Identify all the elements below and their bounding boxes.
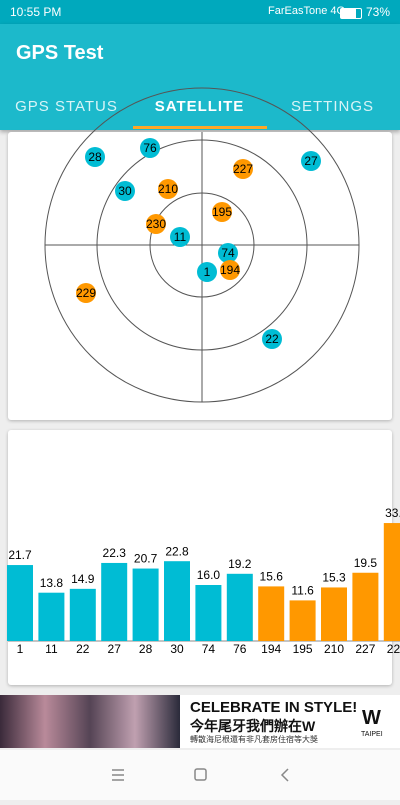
satellite-id: 22 (265, 332, 279, 346)
carrier: FarEasTone 4G (268, 5, 346, 17)
bar-value: 19.5 (354, 556, 378, 570)
bar-category: 76 (233, 642, 247, 656)
nav-bar (0, 750, 400, 800)
signal-bar (289, 600, 316, 641)
ad-subline: 今年尾牙我們辦在W (190, 718, 316, 734)
satellite-dot (197, 262, 217, 282)
signal-bar (164, 561, 190, 641)
satellite-dot (115, 181, 135, 201)
signal-bar (383, 523, 400, 641)
bar-value: 13.8 (40, 576, 64, 590)
signal-bar (195, 585, 222, 641)
bar-value: 22.8 (165, 544, 189, 558)
satellite-dot (262, 329, 282, 349)
satellite-id: 195 (212, 205, 232, 219)
bar-category: 30 (170, 642, 184, 656)
bar-category: 1 (17, 642, 24, 656)
satellite-id: 1 (204, 265, 211, 279)
time: 10:55 PM (10, 5, 62, 19)
satellite-dot (301, 151, 321, 171)
tab-indicator (133, 126, 267, 129)
bar-category: 28 (139, 642, 153, 656)
ad-small: 轉散海尼根還有非凡套房住宿等大獎 (190, 735, 318, 744)
satellite-dot (146, 214, 166, 234)
satellite-id: 74 (221, 246, 235, 260)
battery-icon (340, 8, 362, 19)
signal-card (8, 430, 392, 685)
bar-category: 194 (261, 642, 281, 656)
bar-category: 22 (76, 642, 90, 656)
satellite-id: 30 (118, 184, 132, 198)
bar-category: 11 (45, 642, 58, 656)
tab[interactable]: SETTINGS (290, 98, 374, 115)
ad-city: TAIPEI (361, 731, 383, 738)
ad-brand: W (362, 707, 381, 729)
satellite-dot (158, 179, 178, 199)
signal-bar (352, 572, 379, 641)
satellite-id: 28 (88, 150, 102, 164)
satellite-dot (76, 283, 96, 303)
bar-value: 19.2 (228, 557, 252, 571)
home-button[interactable] (194, 768, 207, 781)
signal-bar (226, 573, 253, 641)
satellite-id: 229 (76, 286, 96, 300)
ad-banner[interactable]: CELEBRATE IN STYLE! 今年尾牙我們辦在W 轉散海尼根還有非凡套… (0, 695, 400, 748)
satellite-id: 230 (146, 217, 166, 231)
signal-bar (258, 586, 285, 641)
signal-bar (7, 565, 33, 641)
ad-image (0, 695, 180, 748)
bar-value: 16.0 (197, 568, 221, 582)
satellite-id: 11 (174, 230, 187, 244)
back-button[interactable] (280, 768, 289, 782)
satellite-dot (170, 227, 190, 247)
signal-bar (132, 568, 159, 641)
satellite-dot (218, 243, 238, 263)
bar-value: 11.6 (291, 584, 314, 598)
satellite-dot (85, 147, 105, 167)
signal-bar (38, 592, 65, 641)
satellite-id: 76 (143, 141, 157, 155)
bar-category: 210 (324, 642, 344, 656)
bar-value: 21.7 (8, 548, 32, 562)
satellite-dot (140, 138, 160, 158)
tab[interactable]: GPS STATUS (15, 98, 118, 115)
bar-category: 27 (108, 642, 122, 656)
nav-icons (112, 768, 289, 782)
bar-value: 15.6 (260, 570, 284, 584)
signal-bar (321, 587, 347, 641)
skyplot-grid (44, 87, 360, 403)
satellite-id: 210 (158, 182, 178, 196)
bar-category: 195 (293, 642, 313, 656)
bar-value: 20.7 (134, 552, 158, 566)
bar-category: 229 (387, 642, 400, 656)
satellite-dot (212, 202, 232, 222)
app-title: GPS Test (16, 42, 104, 64)
app-bar: GPS Test GPS STATUS SATELLITE SETTINGS (0, 24, 400, 130)
battery: 73% (366, 5, 391, 19)
bar-category: 227 (355, 642, 375, 656)
bar-value: 22.3 (103, 546, 127, 560)
satellite-dot (233, 159, 253, 179)
bar-value: 15.3 (322, 571, 346, 585)
satellite-dot (220, 260, 240, 280)
satellite-id: 27 (304, 154, 318, 168)
signal-bar (101, 562, 128, 641)
signal-bar (69, 588, 96, 641)
status-bar: 10:55 PM FarEasTone 4G 73% (0, 0, 400, 24)
bar-category: 74 (202, 642, 216, 656)
menu-button[interactable] (112, 769, 124, 781)
ad-headline: CELEBRATE IN STYLE! (190, 699, 358, 716)
bar-value: 33.7 (385, 506, 400, 520)
satellite-id: 194 (220, 263, 240, 277)
tab[interactable]: SATELLITE (154, 98, 245, 115)
satellite-id: 227 (233, 162, 253, 176)
bar-value: 14.9 (71, 572, 95, 586)
